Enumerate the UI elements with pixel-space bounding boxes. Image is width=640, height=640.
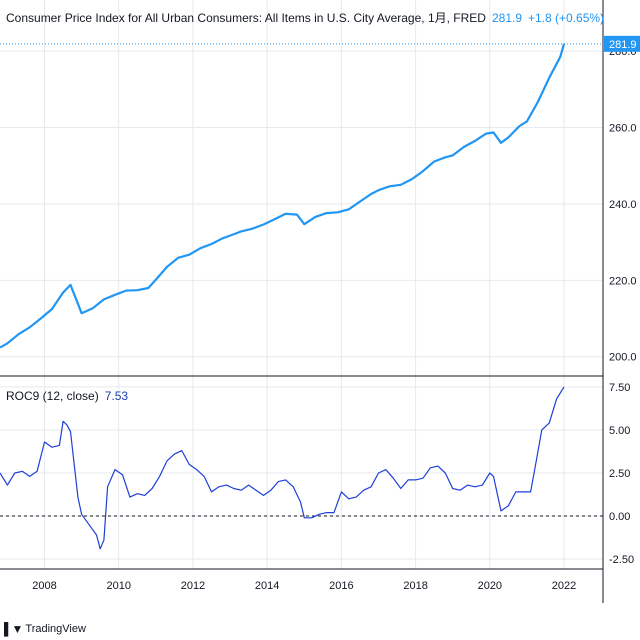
- y-tick-label: 0.00: [609, 511, 630, 523]
- x-tick-label: 2010: [107, 580, 131, 592]
- last-value: 281.9: [491, 11, 522, 25]
- y-tick-label: 7.50: [609, 382, 630, 394]
- x-tick-label: 2020: [478, 580, 502, 592]
- roc-series-line[interactable]: [0, 386, 565, 550]
- indicator-value: 7.53: [104, 389, 129, 403]
- series-title: Consumer Price Index for All Urban Consu…: [6, 11, 486, 25]
- x-tick-label: 2014: [255, 580, 279, 592]
- last-price-label-text: 281.9: [609, 39, 637, 51]
- indicator-label: ROC9 (12, close): [6, 389, 99, 403]
- x-tick-label: 2022: [552, 580, 576, 592]
- y-tick-label: 2.50: [609, 468, 630, 480]
- y-tick-label: 240.0: [609, 199, 637, 211]
- x-tick-label: 2016: [329, 580, 353, 592]
- y-tick-label: 220.0: [609, 275, 637, 287]
- y-tick-label: 200.0: [609, 352, 637, 364]
- cpi-series-line[interactable]: [0, 43, 566, 349]
- roc-axis-labels[interactable]: -2.50 0.00 2.50 5.00 7.50: [609, 382, 634, 566]
- tradingview-logo-text: TradingView: [25, 623, 86, 635]
- time-grid: [44, 0, 565, 569]
- x-tick-label: 2018: [403, 580, 427, 592]
- indicator-legend[interactable]: ROC9 (12, close) 7.53: [6, 389, 128, 403]
- time-axis-labels[interactable]: 2008 2010 2012 2014 2016 2018 2020 2022: [32, 580, 576, 592]
- price-pane-grid: [0, 50, 603, 358]
- y-tick-label: -2.50: [609, 554, 634, 566]
- series-legend[interactable]: Consumer Price Index for All Urban Consu…: [6, 9, 604, 26]
- x-tick-label: 2012: [181, 580, 205, 592]
- roc-pane-grid: [0, 386, 603, 560]
- tradingview-logo-icon: ▌▼: [4, 622, 23, 636]
- y-tick-label: 5.00: [609, 425, 630, 437]
- tradingview-logo[interactable]: ▌▼ TradingView: [4, 622, 86, 636]
- value-change: +1.8 (+0.65%): [528, 11, 605, 25]
- last-price-label: 281.9: [604, 35, 640, 52]
- x-tick-label: 2008: [32, 580, 56, 592]
- y-tick-label: 260.0: [609, 123, 637, 135]
